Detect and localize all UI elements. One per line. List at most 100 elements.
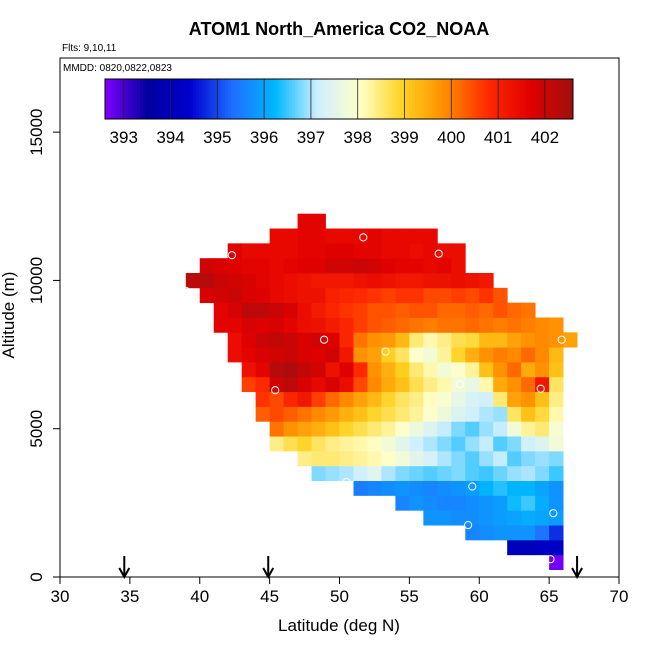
heatmap-cell (255, 391, 271, 407)
heatmap-cell (493, 450, 508, 467)
heatmap-cell (437, 376, 452, 393)
heatmap-cell (451, 465, 466, 482)
heatmap-cell (409, 495, 424, 511)
colorbar-swatch (216, 79, 220, 119)
heatmap-cell (409, 287, 424, 304)
heatmap-cell (367, 243, 382, 259)
heatmap-cell (381, 406, 396, 422)
colorbar-swatch (388, 79, 393, 119)
heatmap-cell (297, 450, 312, 467)
heatmap-cell (381, 465, 396, 482)
heatmap-cell (339, 287, 354, 304)
colorbar-swatch (251, 79, 255, 119)
heatmap-cell (479, 273, 494, 289)
heatmap-cell (325, 317, 340, 333)
colorbar-swatch (213, 79, 217, 119)
colorbar-swatch (508, 79, 513, 119)
colorbar-swatch (353, 79, 358, 119)
heatmap-cell (409, 228, 424, 244)
heatmap-cell (507, 332, 522, 348)
heatmap-cell (479, 376, 494, 393)
heatmap-cell (451, 258, 466, 274)
heatmap-cell (283, 273, 298, 289)
colorbar-swatch (271, 79, 276, 119)
heatmap-cell (465, 406, 480, 422)
heatmap-cell (353, 480, 368, 496)
heatmap-cell (507, 406, 522, 422)
heatmap-cell (311, 302, 326, 318)
heatmap-cell (381, 243, 396, 259)
x-tick-label: 50 (330, 587, 349, 606)
colorbar-tick-label: 399 (390, 128, 418, 147)
heatmap-cell (423, 510, 438, 526)
heatmap-cell (521, 317, 536, 333)
heatmap-cell (451, 450, 466, 467)
colorbar-swatch (309, 79, 314, 119)
heatmap-cell (367, 421, 382, 437)
heatmap-cell (507, 436, 522, 452)
colorbar-swatch (230, 79, 235, 119)
heatmap-cell (521, 332, 536, 348)
colorbar-swatch (470, 79, 475, 119)
x-tick-label: 55 (400, 587, 419, 606)
heatmap-cell (549, 525, 564, 541)
y-axis-label: Altitude (m) (0, 272, 18, 359)
heatmap-cell (409, 273, 424, 289)
heatmap-cell (395, 332, 410, 348)
heatmap-cell (269, 376, 285, 393)
heatmap-cell (381, 347, 396, 363)
heatmap-cell (493, 436, 508, 452)
flight-marker (181, 286, 190, 295)
colorbar-swatch (379, 79, 384, 119)
heatmap-cell (367, 273, 382, 289)
heatmap-cell (423, 450, 438, 467)
heatmap-cell (353, 347, 368, 363)
heatmap-cell (381, 332, 396, 348)
heatmap-cell (423, 376, 438, 393)
heatmap-cell (199, 273, 215, 289)
colorbar-swatch (409, 79, 413, 119)
heatmap-cell (465, 510, 480, 526)
colorbar-swatch (327, 79, 331, 119)
heatmap-cell (479, 436, 494, 452)
heatmap-cell (465, 273, 480, 289)
colorbar-swatch (347, 79, 352, 119)
heatmap-cell (325, 258, 340, 274)
heatmap-cell (521, 450, 536, 467)
colorbar-swatch (441, 79, 445, 119)
colorbar-swatch (195, 79, 200, 119)
heatmap-cell (521, 539, 536, 556)
heatmap-cell (549, 391, 564, 407)
colorbar-tick-label: 397 (297, 128, 325, 147)
heatmap-cell (381, 450, 396, 467)
heatmap-cell (395, 243, 410, 259)
heatmap-cell (437, 302, 452, 318)
heatmap-cell (283, 243, 298, 259)
heatmap-cell (409, 361, 424, 378)
colorbar-swatch (274, 79, 279, 119)
heatmap-cell (269, 228, 285, 244)
surface-arrow-head (118, 567, 131, 580)
heatmap-cell (437, 347, 452, 363)
colorbar-swatch (312, 79, 317, 119)
heatmap-cell (255, 273, 271, 289)
heatmap-cell (367, 406, 382, 422)
heatmap-cell (535, 525, 550, 541)
heatmap-cell (493, 480, 508, 496)
heatmap-cell (367, 391, 382, 407)
colorbar-swatch (564, 79, 568, 119)
heatmap-cell (241, 273, 257, 289)
heatmap-cell (325, 228, 340, 244)
heatmap-cell (297, 302, 312, 318)
heatmap-cell (535, 450, 550, 467)
colorbar-swatch (435, 79, 439, 119)
surface-markers (118, 556, 583, 580)
heatmap-cell (353, 243, 368, 259)
colorbar-swatch (464, 79, 469, 119)
colorbar-swatch (110, 79, 115, 119)
heatmap-cell (339, 243, 354, 259)
heatmap-cell (213, 302, 229, 318)
heatmap-cell (325, 332, 340, 348)
colorbar-swatch (210, 79, 214, 119)
colorbar-swatch (222, 79, 226, 119)
